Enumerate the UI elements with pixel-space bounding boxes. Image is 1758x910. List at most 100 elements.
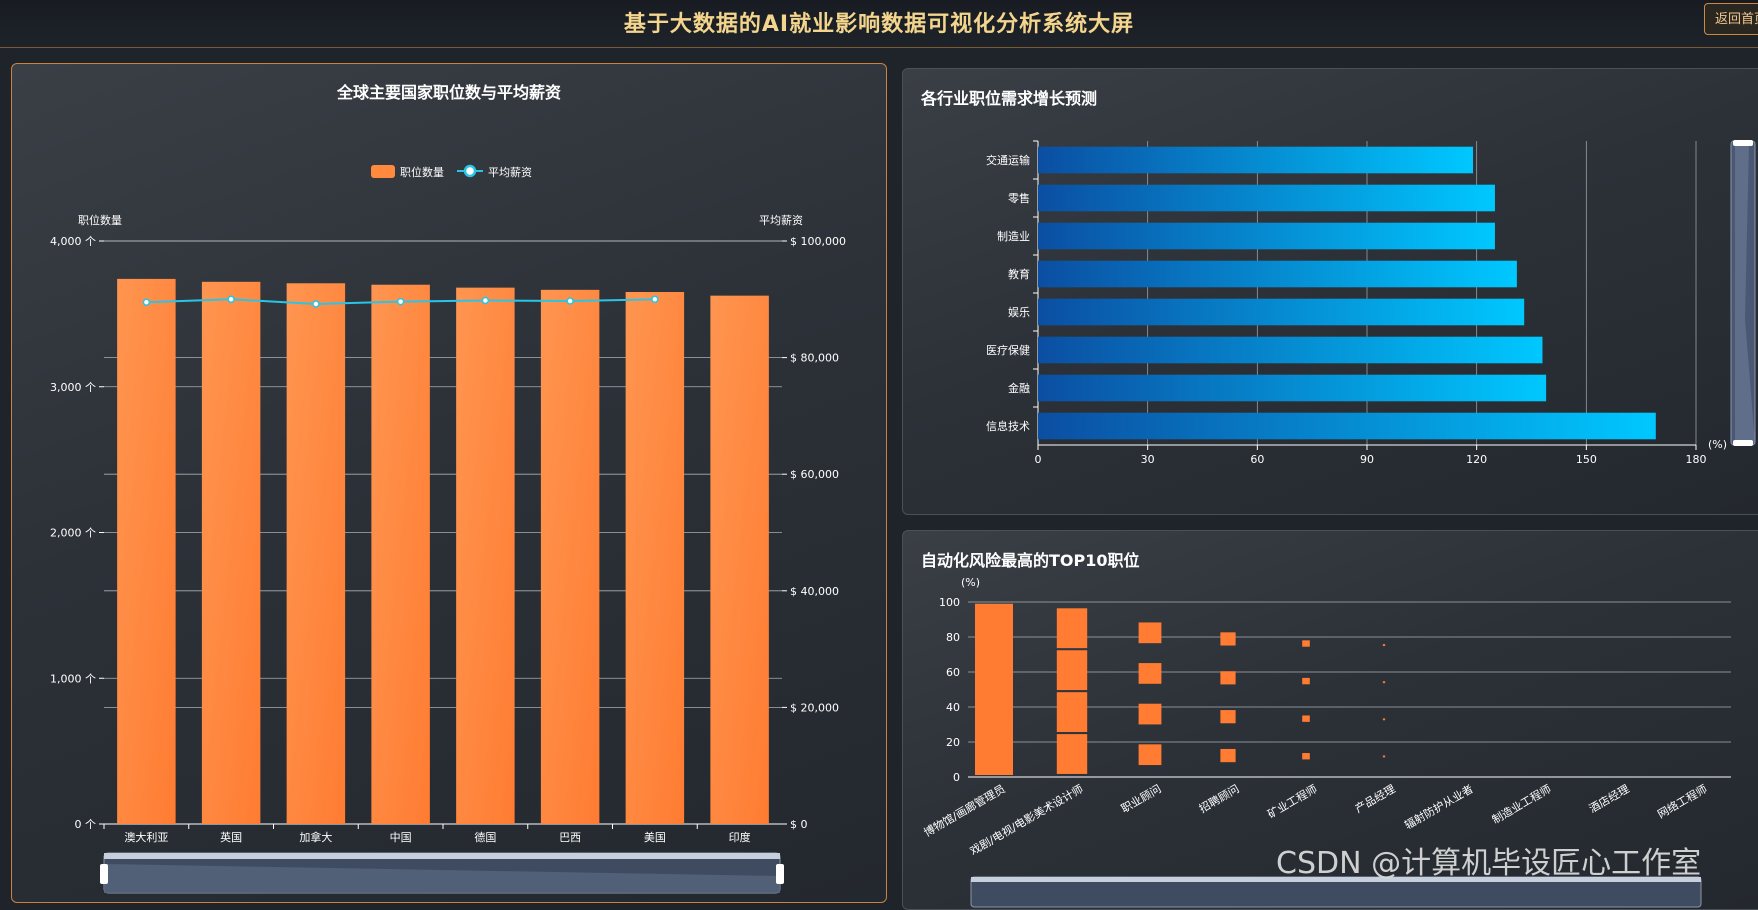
risk-bar[interactable] [1056,650,1088,691]
risk-bar[interactable] [1302,715,1310,722]
left-tick-label: 0 个 [75,818,97,831]
growth-tick-label: 90 [1360,453,1374,466]
zoom-handle-left[interactable] [100,864,108,884]
risk-job-label: 酒店经理 [1586,781,1631,815]
risk-bar[interactable] [1056,608,1088,649]
country-label: 加拿大 [299,830,332,844]
right-tick-label: $ 80,000 [790,352,839,365]
risk-bar[interactable] [1382,644,1386,647]
country-label: 德国 [474,830,496,844]
risk-bar[interactable] [1382,718,1386,721]
risk-job-label: 辐射防护从业者 [1402,781,1476,832]
risk-bar[interactable] [1220,671,1236,685]
industry-bar[interactable] [1038,298,1525,326]
industry-growth-title: 各行业职位需求增长预测 [921,89,1098,108]
risk-bar[interactable] [1302,753,1310,760]
industry-growth-chart: 0 30 60 90 120 150 180交通运输零售制造业教育娱乐医疗保健金融信息技术 … [986,140,1756,466]
risk-job-label: 产品经理 [1352,781,1397,815]
page-title: 基于大数据的AI就业影响数据可视化分析系统大屏 [623,12,1135,37]
industry-label: 信息技术 [986,419,1030,433]
salary-point[interactable] [651,295,659,304]
risk-bar[interactable] [1056,734,1088,774]
right-tick-label: $ 100,000 [790,235,846,248]
left-axis-label: 职位数量 [78,213,122,227]
risk-bar[interactable] [1302,640,1310,647]
country-bar[interactable] [625,292,685,824]
industry-growth-panel: 各行业职位需求增长预测 0 30 60 90 120 150 180 交通运输 零售 制造业 教育娱… [902,68,1758,515]
legend-bar-swatch[interactable] [371,165,395,178]
salary-point[interactable] [142,298,151,306]
zoom-handle-right[interactable] [776,864,784,884]
growth-tick-label: 0 [1035,453,1042,466]
right-tick-label: $ 40,000 [790,585,839,598]
jobs-salary-title: 全球主要国家职位数与平均薪资 [336,83,561,102]
industry-bar[interactable] [1038,374,1547,402]
risk-unit-label: (%) [961,576,980,589]
risk-tick-label: 100 [939,596,960,609]
automation-risk-title: 自动化风险最高的TOP10职位 [921,551,1140,570]
industry-bar[interactable] [1038,184,1495,212]
legend-bar-label[interactable]: 职位数量 [400,165,444,179]
country-bar[interactable] [456,287,515,824]
country-bar[interactable] [371,284,430,825]
watermark: CSDN @计算机毕设匠心工作室 [1276,846,1702,881]
risk-bar[interactable] [1382,681,1386,684]
right-tick-label: $ 60,000 [790,468,839,481]
risk-bar[interactable] [1382,755,1386,758]
risk-job-label: 职业顾问 [1119,782,1164,815]
jobs-salary-chart: $ 0 $ 20,000 $ 40,000 $ 60,000 $ 80,000 $ 100… [50,164,846,894]
country-label: 中国 [390,831,412,844]
industry-label: 娱乐 [1008,305,1030,319]
country-label: 英国 [220,830,242,844]
risk-bar[interactable] [1056,692,1088,733]
risk-bar[interactable] [1220,748,1236,763]
risk-tick-label: 60 [946,666,960,679]
growth-tick-label: 30 [1141,453,1155,466]
right-tick-label: $ 20,000 [790,701,839,714]
country-bar[interactable] [117,278,176,824]
salary-point[interactable] [566,297,574,305]
growth-tick-label: 60 [1250,453,1264,466]
risk-bar[interactable] [1138,663,1162,684]
growth-zoom-handle-top[interactable] [1733,140,1753,146]
risk-bar[interactable] [1220,632,1236,646]
risk-bar[interactable] [1302,677,1310,685]
risk-job-label: 招聘顾问 [1196,781,1241,815]
industry-bar[interactable] [1038,336,1543,364]
risk-bar[interactable] [1138,622,1162,644]
risk-bar[interactable] [1138,703,1162,725]
growth-zoom-handle-bottom[interactable] [1733,440,1753,446]
salary-point[interactable] [227,295,235,304]
industry-label: 金融 [1008,381,1030,395]
industry-bar[interactable] [1038,146,1474,174]
growth-tick-label: 180 [1686,453,1707,466]
risk-job-label: 网络工程师 [1655,781,1710,821]
industry-bar[interactable] [1038,260,1517,288]
right-axis-label: 平均薪资 [759,214,803,227]
risk-bar[interactable] [1138,744,1162,766]
left-tick-label: 2,000 个 [50,527,96,540]
country-bar[interactable] [540,289,600,824]
growth-tick-label: 120 [1466,453,1487,466]
country-label: 印度 [729,830,751,844]
country-label: 澳大利亚 [124,830,168,844]
automation-risk-panel: 自动化风险最高的TOP10职位 0 20 40 60 80 100 博物馆/画廊管理员 戏剧/… [902,530,1758,910]
salary-point[interactable] [312,300,320,308]
growth-unit-label: (%) [1708,438,1727,451]
industry-bar[interactable] [1038,412,1656,440]
country-bar[interactable] [286,283,346,824]
risk-bar[interactable] [975,603,1013,775]
country-bar[interactable] [710,295,769,824]
country-label: 巴西 [559,831,581,844]
risk-job-label: 制造业工程师 [1489,781,1553,826]
back-home-button[interactable]: 返回首页 [1704,3,1758,35]
risk-bar[interactable] [1220,710,1236,724]
salary-point[interactable] [396,297,405,306]
risk-job-label: 矿业工程师 [1265,782,1319,821]
salary-point[interactable] [481,296,490,305]
left-tick-label: 4,000 个 [50,235,96,248]
industry-label: 教育 [1008,267,1030,281]
country-bar[interactable] [201,281,261,824]
legend-line-label[interactable]: 平均薪资 [488,166,532,179]
industry-bar[interactable] [1038,222,1495,250]
